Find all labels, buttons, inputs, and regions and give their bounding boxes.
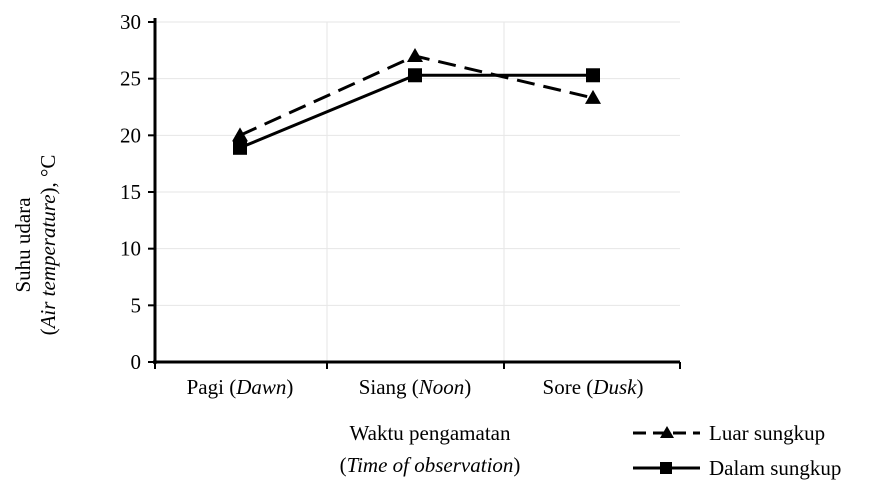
series-group — [232, 48, 601, 155]
data-point-square — [408, 68, 422, 83]
x-axis-label: Waktu pengamatan (Time of observation) — [340, 421, 521, 477]
y-tick-label: 10 — [120, 237, 141, 261]
y-tick-label: 0 — [131, 350, 142, 374]
triangle-marker-icon — [660, 426, 674, 438]
x-axis-label-line1: Waktu pengamatan — [350, 421, 511, 445]
y-tick-label: 15 — [120, 180, 141, 204]
legend-label-luar-sungkup: Luar sungkup — [709, 421, 825, 445]
data-point-square — [233, 140, 247, 155]
series-line-luar-sungkup — [239, 54, 594, 137]
y-tick-label: 5 — [131, 293, 142, 317]
x-tick-label: Sore (Dusk) — [543, 375, 644, 399]
x-tick-label: Siang (Noon) — [359, 375, 472, 399]
y-axis-label: Suhu udara (Air temperature), °C — [11, 155, 60, 336]
data-point-triangle — [407, 48, 423, 62]
data-point-square — [586, 68, 600, 83]
x-axis-label-line2: (Time of observation) — [340, 453, 521, 477]
y-axis-label-line2: (Air temperature), °C — [36, 155, 60, 336]
legend: Luar sungkup Dalam sungkup — [633, 421, 841, 480]
legend-label-dalam-sungkup: Dalam sungkup — [709, 456, 841, 480]
data-point-triangle — [585, 89, 601, 104]
legend-item-dalam-sungkup: Dalam sungkup — [633, 456, 841, 480]
y-tick-label: 30 — [120, 10, 141, 34]
square-marker-icon — [660, 462, 672, 474]
y-tick-label: 20 — [120, 123, 141, 147]
legend-item-luar-sungkup: Luar sungkup — [633, 421, 825, 445]
y-tick-label: 25 — [120, 67, 141, 91]
data-point-triangle — [232, 127, 248, 142]
x-tick-label: Pagi (Dawn) — [187, 375, 294, 399]
y-axis-label-line1: Suhu udara — [11, 197, 35, 293]
axes: 0 5 10 15 20 25 30 Pagi (Dawn) Siang (Noon) Sore … — [120, 10, 681, 399]
